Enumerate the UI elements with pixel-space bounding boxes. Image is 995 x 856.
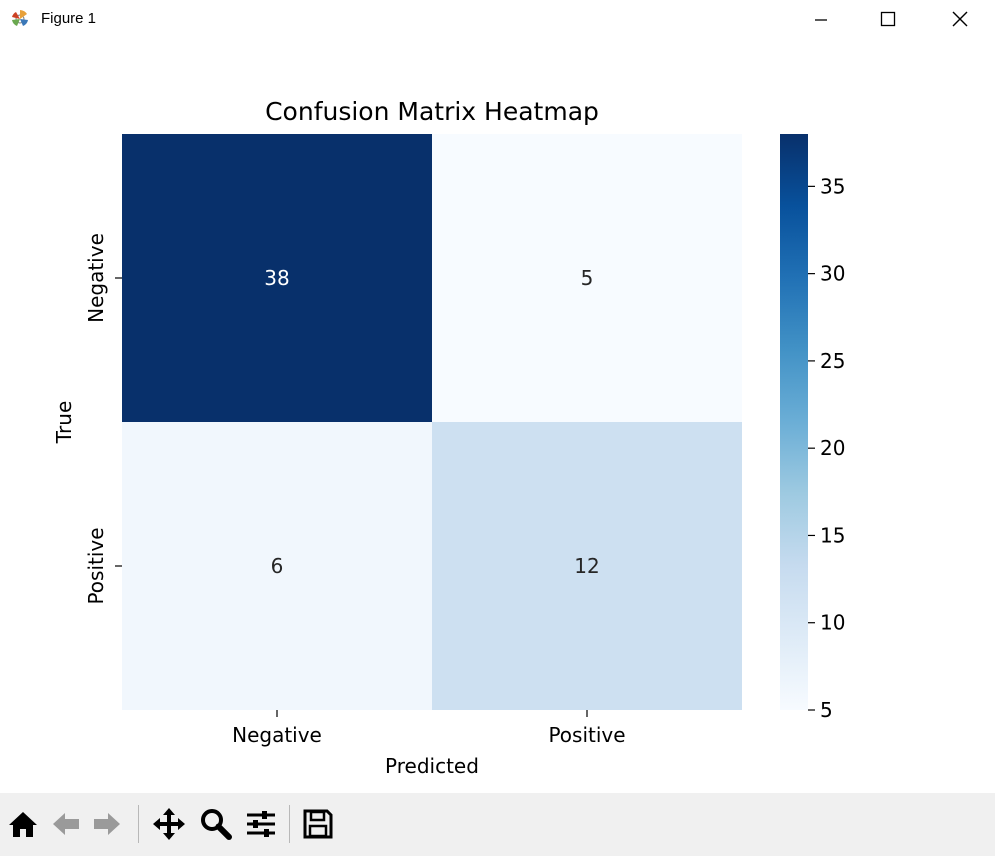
colorbar-tick-label: 5	[820, 698, 833, 722]
minimize-icon	[815, 19, 827, 21]
y-tick-label: Positive	[84, 527, 108, 604]
colorbar	[780, 134, 808, 710]
heatmap-cell	[432, 422, 742, 710]
colorbar-tick-label: 35	[820, 174, 845, 198]
cell-annotation: 6	[271, 554, 284, 578]
heatmap-cell	[432, 134, 742, 422]
colorbar-tick-label: 10	[820, 611, 845, 635]
x-axis-label: Predicted	[385, 754, 479, 778]
save-button[interactable]	[298, 803, 338, 845]
cell-annotation: 38	[264, 266, 289, 290]
close-icon	[952, 11, 968, 27]
colorbar-tick-label: 25	[820, 349, 845, 373]
title-bar: Figure 1	[0, 0, 995, 40]
forward-button[interactable]	[87, 803, 127, 845]
pan-button[interactable]	[149, 803, 189, 845]
forward-icon	[94, 813, 120, 835]
heatmap-chart: Confusion Matrix Heatmap 38 5 6 12 Negative…	[52, 97, 845, 778]
close-button[interactable]	[924, 0, 995, 38]
colorbar-tick-label: 15	[820, 523, 845, 547]
maximize-icon	[880, 11, 896, 27]
toolbar-separator	[289, 805, 290, 843]
heatmap-cell	[122, 134, 432, 422]
save-icon	[303, 809, 333, 839]
pan-icon	[153, 808, 185, 840]
maximize-button[interactable]	[852, 0, 924, 38]
y-tick-label: Negative	[84, 233, 108, 323]
toolbar-separator	[138, 805, 139, 843]
navigation-toolbar	[0, 793, 995, 856]
chart-title: Confusion Matrix Heatmap	[265, 97, 599, 126]
y-axis-label: True	[52, 401, 76, 444]
cell-annotation: 5	[581, 266, 594, 290]
configure-subplots-icon	[247, 811, 275, 837]
figure-canvas: Confusion Matrix Heatmap 38 5 6 12 Negative…	[0, 40, 995, 793]
home-icon	[9, 812, 37, 837]
x-tick-label: Negative	[232, 723, 322, 747]
matplotlib-logo-icon	[8, 7, 32, 31]
configure-subplots-button[interactable]	[241, 803, 281, 845]
cell-annotation: 12	[574, 554, 599, 578]
zoom-icon	[201, 809, 232, 840]
x-tick-label: Positive	[548, 723, 625, 747]
back-button[interactable]	[46, 803, 86, 845]
zoom-button[interactable]	[196, 803, 236, 845]
heatmap-cell	[122, 422, 432, 710]
colorbar-tick-label: 30	[820, 262, 845, 286]
window-title: Figure 1	[41, 10, 97, 27]
home-button[interactable]	[3, 803, 43, 845]
back-icon	[53, 813, 79, 835]
minimize-button[interactable]	[785, 0, 857, 38]
colorbar-tick-label: 20	[820, 436, 845, 460]
